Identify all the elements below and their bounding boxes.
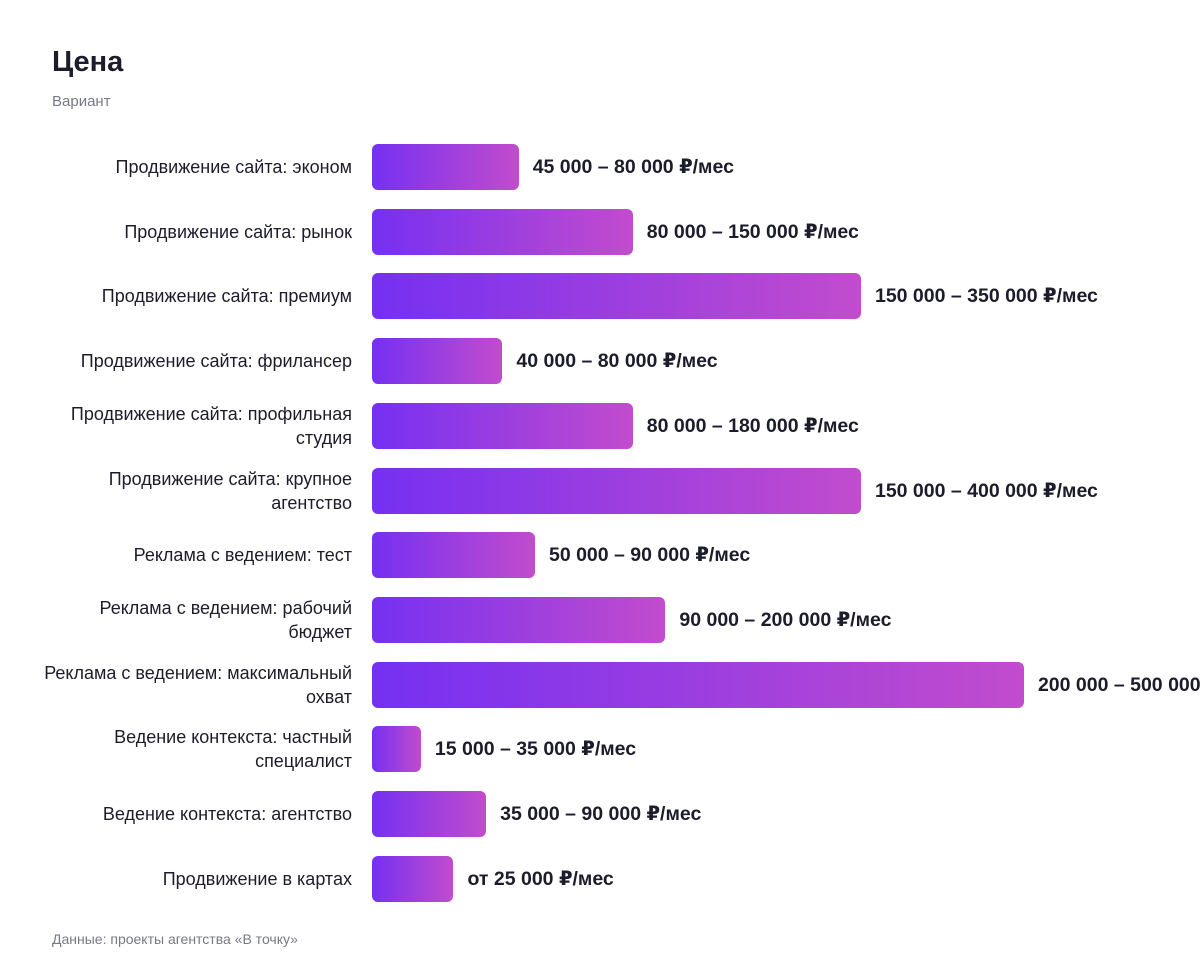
category-label: Продвижение сайта: эконом: [115, 157, 352, 177]
bar: [372, 402, 633, 449]
bar: [372, 661, 1024, 708]
category-label: Ведение контекста: агентство: [102, 804, 352, 824]
chart-subtitle: Вариант: [52, 93, 111, 110]
bar: [372, 467, 861, 514]
category-label: Продвижение сайта: премиум: [101, 286, 352, 307]
value-label: 200 000 – 500 000 ₽/мес: [1037, 673, 1200, 696]
bar: [372, 208, 633, 255]
bar: [372, 144, 519, 190]
chart-title: Цена: [52, 46, 124, 78]
value-label: 80 000 – 150 000 ₽/мес: [646, 220, 859, 243]
category-label: Продвижение сайта: фрилансер: [80, 351, 352, 372]
category-label: Продвижение сайта: профильная студия: [70, 403, 352, 448]
value-label: 80 000 – 180 000 ₽/мес: [646, 414, 859, 437]
category-label: Реклама с ведением: рабочий бюджет: [99, 597, 352, 642]
value-label: 35 000 – 90 000 ₽/мес: [500, 803, 702, 825]
bar: [372, 791, 487, 837]
category-label: Продвижение сайта: рынок: [124, 221, 352, 242]
value-label: 15 000 – 35 000 ₽/мес: [434, 738, 637, 761]
value-label: 50 000 – 90 000 ₽/мес: [548, 544, 751, 567]
value-label: 40 000 – 80 000 ₽/мес: [516, 350, 718, 373]
value-label: 150 000 – 350 000 ₽/мес: [874, 285, 1098, 308]
category-label: Продвижение сайта: крупное агентство: [108, 468, 352, 513]
source-note: Данные: проекты агентства «В точку»: [52, 931, 298, 947]
value-label: от 25 000 ₽/мес: [467, 867, 614, 890]
category-label: Реклама с ведением: тест: [133, 545, 352, 566]
bar: [372, 338, 503, 385]
bar: [372, 855, 454, 902]
category-label: Продвижение в картах: [162, 868, 352, 889]
category-label: Ведение контекста: частный специалист: [114, 727, 352, 772]
value-label: 45 000 – 80 000 ₽/мес: [532, 156, 734, 178]
value-label: 150 000 – 400 000 ₽/мес: [874, 479, 1098, 502]
bar: [372, 596, 666, 643]
value-label: 90 000 – 200 000 ₽/мес: [679, 608, 892, 631]
bar: [372, 726, 421, 773]
bar: [372, 532, 535, 579]
bar: [372, 273, 861, 320]
category-label: Реклама с ведением: максимальный охват: [44, 662, 352, 707]
